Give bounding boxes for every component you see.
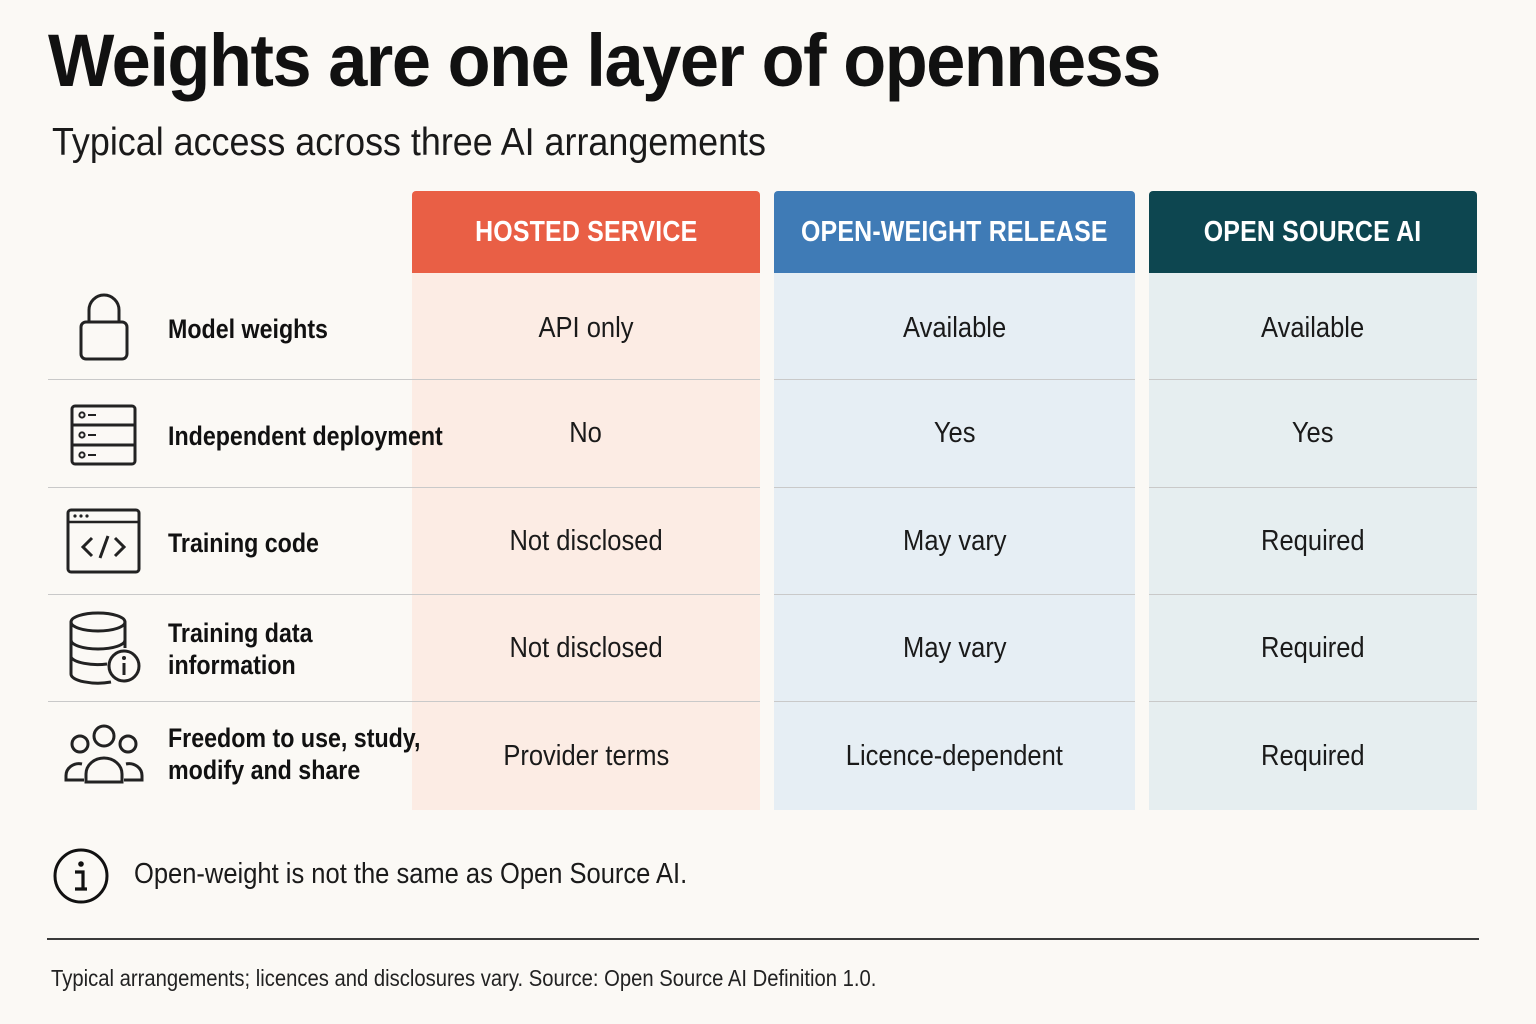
lock-icon xyxy=(79,293,129,361)
info-icon xyxy=(53,848,109,904)
cell-hosted-freedom: Provider terms xyxy=(503,739,669,772)
row-label-training-code: Training code xyxy=(168,528,319,558)
cell-openweight-training-code: May vary xyxy=(902,524,1007,557)
page-subtitle: Typical access across three AI arrangeme… xyxy=(52,121,766,164)
server-icon xyxy=(70,404,137,466)
cell-opensource-training-code: Required xyxy=(1261,524,1365,557)
column-open-source-ai: OPEN SOURCE AI xyxy=(1149,191,1477,810)
cell-hosted-model-weights: API only xyxy=(538,311,634,344)
row-label-model-weights: Model weights xyxy=(168,314,328,344)
cell-opensource-independent-deployment: Yes xyxy=(1292,417,1334,449)
column-open-weight-release: OPEN-WEIGHT RELEASE xyxy=(774,191,1135,810)
cell-openweight-freedom: Licence-dependent xyxy=(845,739,1064,772)
column-header-open-weight-release: OPEN-WEIGHT RELEASE xyxy=(774,191,1135,273)
cell-opensource-training-data: Required xyxy=(1261,631,1365,664)
note-text: Open-weight is not the same as Open Sour… xyxy=(134,858,688,890)
footer-rule xyxy=(47,938,1479,940)
row-label-independent-deployment: Independent deployment xyxy=(168,421,443,451)
cell-opensource-model-weights: Available xyxy=(1261,311,1365,344)
cell-openweight-independent-deployment: Yes xyxy=(933,417,976,449)
people-group-icon xyxy=(64,724,144,784)
cell-hosted-independent-deployment: No xyxy=(569,417,603,449)
cell-opensource-freedom: Required xyxy=(1261,739,1365,772)
row-label-training-data-information: Training data information xyxy=(168,618,313,680)
cell-openweight-model-weights: Available xyxy=(902,311,1007,344)
column-header-open-source-ai: OPEN SOURCE AI xyxy=(1149,191,1477,273)
footnote: Typical arrangements; licences and discl… xyxy=(51,965,877,991)
cell-hosted-training-data: Not disclosed xyxy=(509,631,663,664)
database-info-icon xyxy=(69,611,141,685)
row-label-freedom: Freedom to use, study, modify and share xyxy=(168,723,421,785)
column-hosted-service: HOSTED SERVICE xyxy=(412,191,760,810)
code-window-icon xyxy=(66,508,141,574)
cell-openweight-training-data: May vary xyxy=(902,631,1007,664)
page-title: Weights are one layer of openness xyxy=(48,19,1161,102)
column-header-hosted-service: HOSTED SERVICE xyxy=(412,191,760,273)
cell-hosted-training-code: Not disclosed xyxy=(509,524,663,557)
